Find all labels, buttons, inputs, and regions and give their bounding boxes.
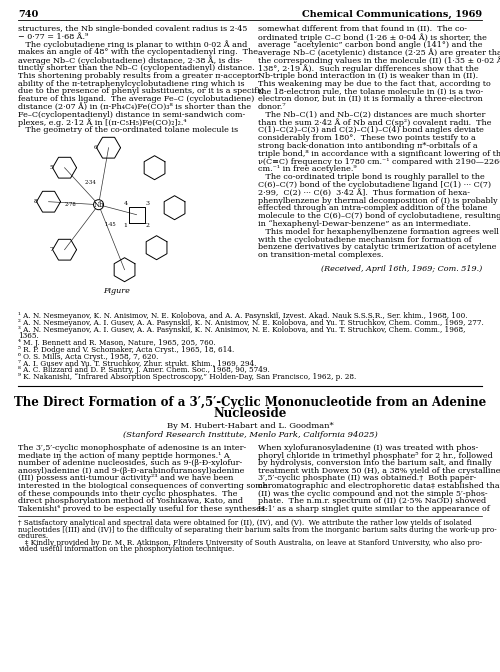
Text: of these compounds into their cyclic phosphates.  The: of these compounds into their cyclic pho… (18, 490, 238, 497)
Text: − 0·77 = 1·68 Å.⁹: − 0·77 = 1·68 Å.⁹ (18, 33, 88, 41)
Text: ⁶ O. S. Mills, Acta Cryst., 1958, 7, 620.: ⁶ O. S. Mills, Acta Cryst., 1958, 7, 620… (18, 353, 158, 361)
Text: the corresponding values in the molecule (II) (1·35 ± 0·02 Å,: the corresponding values in the molecule… (258, 56, 500, 65)
Text: ³ A. N. Nesmeyanov, A. I. Gusev, A. A. Pasynskiĭ, K. N. Anisimov, N. E. Kolobova: ³ A. N. Nesmeyanov, A. I. Gusev, A. A. P… (18, 326, 466, 333)
Text: 4: 4 (124, 201, 128, 206)
Text: ⁹ K. Nakanishi, “Infrared Absorption Spectroscopy,” Holden-Day, San Francisco, 1: ⁹ K. Nakanishi, “Infrared Absorption Spe… (18, 373, 356, 381)
Text: somewhat different from that found in (II).  The co-: somewhat different from that found in (I… (258, 25, 467, 33)
Text: Nucleoside: Nucleoside (214, 407, 286, 420)
Text: 2: 2 (146, 223, 150, 228)
Text: 1365.: 1365. (18, 333, 39, 341)
Text: 7: 7 (50, 247, 54, 252)
Text: phate.  The n.m.r. spectrum of (II) (2·5% NaOD) showed: phate. The n.m.r. spectrum of (II) (2·5%… (258, 497, 486, 505)
Text: ² A. N. Nesmeyanov, A. I. Gusev, A. A. Pasynskiĭ, K. N. Anisimov, N. E. Kolobova: ² A. N. Nesmeyanov, A. I. Gusev, A. A. P… (18, 319, 484, 327)
Text: (Stanford Research Institute, Menlo Park, California 94025): (Stanford Research Institute, Menlo Park… (122, 431, 378, 439)
Text: ⁷ A. I. Gusev and Yu. T. Struchkov, Zhur. strukt. Khim., 1969, 294.: ⁷ A. I. Gusev and Yu. T. Struchkov, Zhur… (18, 360, 256, 368)
Text: due to the presence of phenyl substituents, or it is a specific: due to the presence of phenyl substituen… (18, 87, 264, 95)
Text: plexes, e.g. 2·12 Å in [(π-C₅H₅)Fe(CO)₂]₂.⁴: plexes, e.g. 2·12 Å in [(π-C₅H₅)Fe(CO)₂]… (18, 118, 186, 127)
Text: 8: 8 (34, 199, 38, 204)
Text: The co-ordinated triple bond is roughly parallel to the: The co-ordinated triple bond is roughly … (258, 173, 485, 181)
Text: 2·34: 2·34 (84, 180, 96, 185)
Text: ‡ Kindly provided by Dr. M. R. Atkinson, Flinders University of South Australia,: ‡ Kindly provided by Dr. M. R. Atkinson,… (18, 538, 482, 546)
Text: By M. Hubert-Habart and L. Goodman*: By M. Hubert-Habart and L. Goodman* (166, 422, 334, 430)
Text: H-1′ as a sharp singlet quite similar to the appearance of: H-1′ as a sharp singlet quite similar to… (258, 505, 490, 513)
Text: anosyl)adenine (I) and 9-(β-Đ-arabinofuranosyl)adenine: anosyl)adenine (I) and 9-(β-Đ-arabinofur… (18, 467, 244, 475)
Text: ⁴ M. J. Bennett and R. Mason, Nature, 1965, 205, 760.: ⁴ M. J. Bennett and R. Mason, Nature, 19… (18, 339, 216, 347)
Text: molecule to the C(6)–C(7) bond of cyclobutadiene, resulting: molecule to the C(6)–C(7) bond of cyclob… (258, 212, 500, 220)
Text: ν(C≡C) frequency to 1780 cm.⁻¹ compared with 2190—2260: ν(C≡C) frequency to 1780 cm.⁻¹ compared … (258, 158, 500, 165)
Text: considerably from 180°.  These two points testify to a: considerably from 180°. These two points… (258, 134, 476, 142)
Text: 2·99,  C(2) ··· C(6)  3·42 Å].  Thus formation of hexa-: 2·99, C(2) ··· C(6) 3·42 Å]. Thus format… (258, 189, 470, 197)
Text: benzene derivatives by catalytic trimerization of acetylene: benzene derivatives by catalytic trimeri… (258, 243, 496, 251)
Text: direct phosphorylation method of Yoshikawa, Kato, and: direct phosphorylation method of Yoshika… (18, 497, 243, 505)
Text: 740: 740 (18, 10, 38, 19)
Text: ⁵ R. P. Dodge and V. Schomaker, Acta Cryst., 1965, 18, 614.: ⁵ R. P. Dodge and V. Schomaker, Acta Cry… (18, 346, 234, 354)
Text: makes an angle of 48° with the cyclopentadienyl ring.  The: makes an angle of 48° with the cyclopent… (18, 48, 258, 56)
Text: The Nb–C(1) and Nb–C(2) distances are much shorter: The Nb–C(1) and Nb–C(2) distances are mu… (258, 111, 486, 119)
Text: 2·78: 2·78 (64, 202, 76, 207)
Text: average Nb–C (cyclobutadiene) distance, 2·38 Å, is dis-: average Nb–C (cyclobutadiene) distance, … (18, 56, 242, 65)
Text: Takenishi⁴ proved to be especially useful for these syntheses.: Takenishi⁴ proved to be especially usefu… (18, 505, 268, 513)
Text: mediate in the action of many peptide hormones.¹ A: mediate in the action of many peptide ho… (18, 452, 230, 460)
Text: Nb-triple bond interaction in (I) is weaker than in (II).: Nb-triple bond interaction in (I) is wea… (258, 72, 478, 80)
Text: donor.⁷: donor.⁷ (258, 103, 286, 111)
Text: ordinated triple C–C bond (1·26 ± 0·04 Å) is shorter, the: ordinated triple C–C bond (1·26 ± 0·04 Å… (258, 33, 487, 42)
Text: When xylofuranosyladenine (I) was treated with phos-: When xylofuranosyladenine (I) was treate… (258, 444, 478, 452)
Text: 5: 5 (50, 165, 54, 170)
Text: Figure: Figure (103, 287, 130, 295)
Text: Nb: Nb (93, 201, 104, 209)
Text: 1·45: 1·45 (104, 222, 117, 227)
Text: average “acetylenic” carbon bond angle (141°) and the: average “acetylenic” carbon bond angle (… (258, 40, 482, 48)
Text: tinctly shorter than the Nb–C (cyclopentadienyl) distance.: tinctly shorter than the Nb–C (cyclopent… (18, 64, 255, 72)
Text: C(6)–C(7) bond of the cyclobutadiene ligand [C(1) ··· C(7): C(6)–C(7) bond of the cyclobutadiene lig… (258, 181, 491, 189)
Text: (Received, April 16th, 1969; Com. 519.): (Received, April 16th, 1969; Com. 519.) (321, 265, 482, 273)
Text: triple bond,⁸ in accordance with a significant lowering of the: triple bond,⁸ in accordance with a signi… (258, 150, 500, 158)
Text: phoryl chloride in trimethyl phosphate⁵ for 2 hr., followed: phoryl chloride in trimethyl phosphate⁵ … (258, 452, 493, 460)
Text: distance (2·07 Å) in (π-Ph₄C₄)Fe(CO)₃⁸ is shorter than the: distance (2·07 Å) in (π-Ph₄C₄)Fe(CO)₃⁸ i… (18, 103, 251, 111)
Text: (III) possess anti-tumour activity²³ and we have been: (III) possess anti-tumour activity²³ and… (18, 474, 234, 482)
Text: † Satisfactory analytical and spectral data were obtained for (II), (IV), and (V: † Satisfactory analytical and spectral d… (18, 519, 472, 528)
Text: effected through an intra-complex addition of the tolane: effected through an intra-complex additi… (258, 204, 488, 212)
Text: Fe–C(cyclopentadienyl) distance in semi-sandwich com-: Fe–C(cyclopentadienyl) distance in semi-… (18, 111, 245, 119)
Text: feature of this ligand.  The average Fe–C (cyclobutadiene): feature of this ligand. The average Fe–C… (18, 95, 255, 103)
Text: cm.⁻¹ in free acetylene.⁹: cm.⁻¹ in free acetylene.⁹ (258, 165, 356, 173)
Text: 138°, 2·19 Å).  Such regular differences show that the: 138°, 2·19 Å). Such regular differences … (258, 64, 479, 73)
Text: 3′,5′-cyclic phosphate (II) was obtained.†  Both paper-: 3′,5′-cyclic phosphate (II) was obtained… (258, 474, 476, 482)
Text: on transition-metal complexes.: on transition-metal complexes. (258, 251, 384, 259)
Text: ability of the π-tetraphenylcyclobutadiene ring which is: ability of the π-tetraphenylcyclobutadie… (18, 79, 244, 87)
Text: treatment with Dowex 50 (H), a 38% yield of the crystalline: treatment with Dowex 50 (H), a 38% yield… (258, 467, 500, 475)
Text: chromatographic and electrophoretic data‡ established that: chromatographic and electrophoretic data… (258, 482, 500, 490)
Text: strong back-donation into antibonding π*-orbitals of a: strong back-donation into antibonding π*… (258, 142, 478, 150)
Text: interested in the biological consequences of converting some: interested in the biological consequence… (18, 482, 268, 490)
Text: 1: 1 (124, 223, 128, 228)
Text: the 18-electron rule, the tolane molecule in (I) is a two-: the 18-electron rule, the tolane molecul… (258, 87, 483, 95)
Text: vided useful information on the phosphorylation technique.: vided useful information on the phosphor… (18, 545, 234, 553)
Text: ⁸ A. C. Blizzard and D. P. Santry, J. Amer. Chem. Soc., 1968, 90, 5749.: ⁸ A. C. Blizzard and D. P. Santry, J. Am… (18, 366, 270, 374)
Text: The 3′,5′-cyclic monophosphate of adenosine is an inter-: The 3′,5′-cyclic monophosphate of adenos… (18, 444, 246, 452)
Text: structures, the Nb single-bonded covalent radius is 2·45: structures, the Nb single-bonded covalen… (18, 25, 248, 33)
Text: Chemical Communications, 1969: Chemical Communications, 1969 (302, 10, 482, 19)
Text: This shortening probably results from a greater π-acceptor: This shortening probably results from a … (18, 72, 259, 80)
Text: The Direct Formation of a 3′,5′-Cyclic Mononucleotide from an Adenine: The Direct Formation of a 3′,5′-Cyclic M… (14, 396, 486, 409)
Text: This model for hexaphenylbenzene formation agrees well: This model for hexaphenylbenzene formati… (258, 228, 499, 236)
Text: phenylbenzene by thermal decomposition of (I) is probably: phenylbenzene by thermal decomposition o… (258, 197, 498, 204)
Text: than the sum 2·42 Å of Nb and C(sp²) covalent radii.  The: than the sum 2·42 Å of Nb and C(sp²) cov… (258, 118, 492, 127)
Text: ¹ A. N. Nesmeyanov, K. N. Anisimov, N. E. Kolobova, and A. A. Pasynskiĭ, Izvest.: ¹ A. N. Nesmeyanov, K. N. Anisimov, N. E… (18, 312, 468, 320)
Text: 6: 6 (94, 145, 98, 151)
Text: in “hexaphenyl-Dewar-benzene” as an intermediate.: in “hexaphenyl-Dewar-benzene” as an inte… (258, 220, 471, 228)
Text: The geometry of the co-ordinated tolane molecule is: The geometry of the co-ordinated tolane … (18, 126, 238, 134)
Circle shape (94, 200, 104, 210)
Text: (II) was the cyclic compound and not the simple 5′-phos-: (II) was the cyclic compound and not the… (258, 490, 488, 497)
Text: electron donor, but in (II) it is formally a three-electron: electron donor, but in (II) it is formal… (258, 95, 483, 103)
Text: C(1)–C(2)–C(3) and C(2)–C(1)–C(4) bond angles deviate: C(1)–C(2)–C(3) and C(2)–C(1)–C(4) bond a… (258, 126, 484, 134)
Text: with the cyclobutadiene mechanism for formation of: with the cyclobutadiene mechanism for fo… (258, 236, 472, 244)
Text: number of adenine nucleosides, such as 9-(β-Đ-xylofur-: number of adenine nucleosides, such as 9… (18, 459, 242, 467)
Text: 3: 3 (146, 201, 150, 206)
Text: cedures.: cedures. (18, 532, 49, 540)
Text: by hydrolysis, conversion into the barium salt, and finally: by hydrolysis, conversion into the bariu… (258, 459, 492, 467)
Text: nucleotides [(III) and (IV)] to the difficulty of separating their barium salts : nucleotides [(III) and (IV)] to the diff… (18, 526, 497, 534)
Text: This weakening may be due to the fact that, according to: This weakening may be due to the fact th… (258, 79, 491, 87)
Text: average Nb–C (acetylenic) distance (2·25 Å) are greater than: average Nb–C (acetylenic) distance (2·25… (258, 48, 500, 57)
Text: The cyclobutadiene ring is planar to within 0·02 Å and: The cyclobutadiene ring is planar to wit… (18, 40, 247, 49)
